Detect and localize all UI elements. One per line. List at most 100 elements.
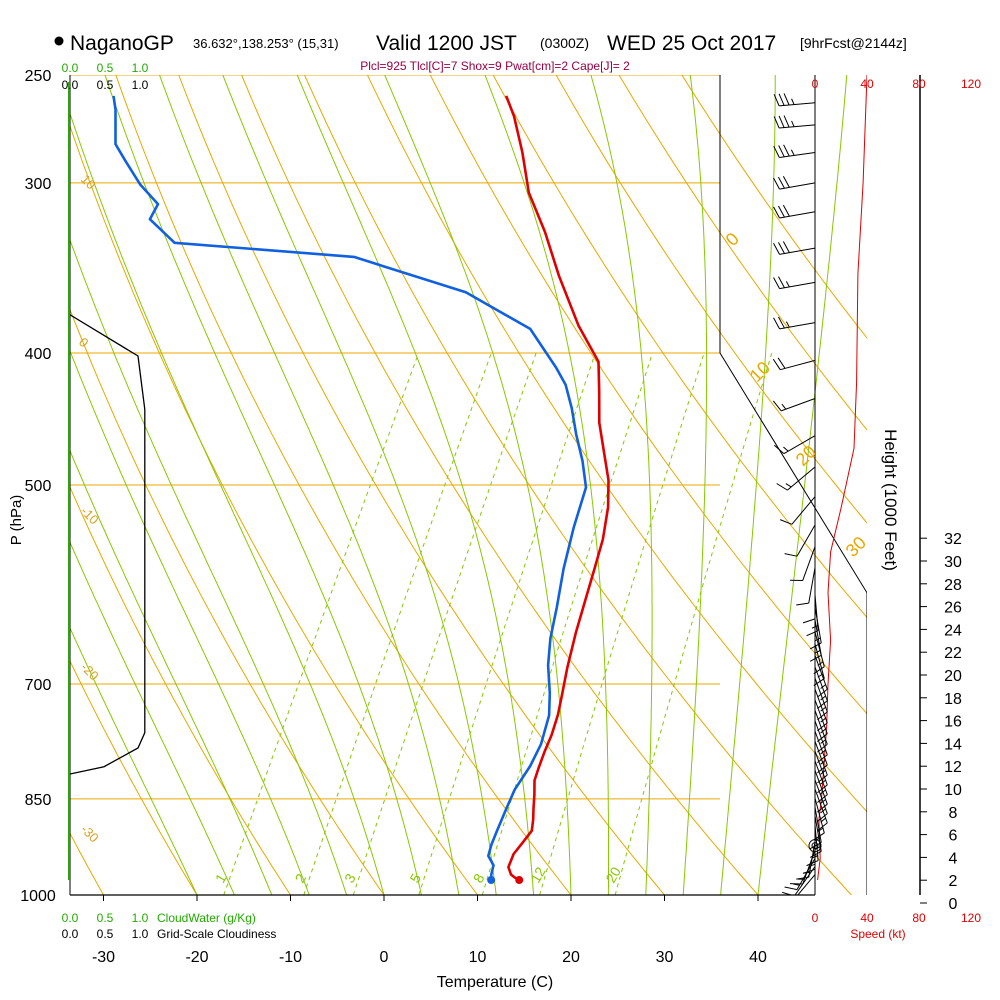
barb-half-flag — [785, 281, 790, 288]
dry-adiabat-line — [366, 75, 867, 813]
dry-adiabat-line — [241, 75, 759, 895]
barb-flag — [778, 93, 785, 106]
temperature-surface-point — [515, 876, 524, 885]
dry-adiabat-line — [70, 660, 198, 895]
barb-flag — [809, 654, 822, 662]
height-tick-label: 2 — [949, 873, 958, 890]
speed-tick-label: 0 — [812, 911, 819, 925]
barb-staff — [791, 496, 816, 525]
p-tick-label: 250 — [25, 68, 52, 85]
moist-adiabat-line — [757, 75, 848, 895]
barb-flag — [802, 868, 816, 874]
barb-half-flag — [785, 321, 790, 328]
barb-flag — [817, 688, 828, 698]
height-tick-label: 12 — [944, 759, 962, 776]
barb-half-flag — [820, 769, 826, 775]
cloud-tick-label: 0.5 — [97, 927, 114, 941]
barb-flag — [817, 711, 828, 721]
wind-barb — [814, 666, 828, 709]
barb-staff — [814, 788, 828, 824]
wind-speed-profile — [817, 75, 867, 881]
height-tick-label: 28 — [944, 577, 962, 594]
p-tick-label: 500 — [25, 478, 52, 495]
barb-staff — [808, 567, 816, 604]
x-tick-label: 10 — [469, 949, 487, 966]
barb-flag — [813, 678, 825, 686]
moist-adiabats — [70, 75, 848, 895]
barb-half-flag — [820, 749, 826, 755]
barb-flag — [783, 115, 790, 128]
dry-adiabat-line — [178, 75, 665, 895]
station-dot-icon — [54, 36, 64, 46]
p-tick-label: 850 — [25, 792, 52, 809]
mixing-ratio-line — [539, 352, 705, 895]
barb-flag — [817, 774, 828, 784]
barb-flag — [773, 206, 780, 219]
barb-half-flag — [808, 863, 816, 867]
height-tick-label: 6 — [949, 828, 958, 845]
barb-flag — [772, 400, 782, 412]
dewpoint-line — [112, 95, 588, 881]
barb-staff — [779, 124, 816, 129]
x-tick-label: -30 — [92, 949, 115, 966]
barb-half-flag — [811, 625, 818, 629]
dry-adiabat-line — [70, 124, 478, 895]
barb-staff — [814, 730, 828, 766]
x-tick-label: -20 — [185, 949, 208, 966]
barb-half-flag — [814, 649, 821, 654]
x-tick-label: 20 — [562, 949, 580, 966]
barb-flag — [817, 722, 828, 732]
x-tick-label: 40 — [749, 949, 767, 966]
moist-adiabat-line — [70, 112, 385, 895]
cloudiness-line — [70, 314, 146, 775]
height-tick-label: 26 — [944, 600, 962, 617]
barb-staff — [814, 619, 822, 656]
temperature-line — [504, 95, 610, 882]
barb-flag — [778, 242, 785, 254]
wind-barb — [814, 788, 828, 832]
barb-staff — [779, 182, 816, 190]
height-tick-label: 32 — [944, 531, 962, 548]
wind-barb — [813, 631, 825, 675]
x-tick-label: 0 — [380, 949, 389, 966]
height-tick-label: 0 — [949, 896, 958, 913]
cloud-tick-label: 0.5 — [97, 911, 114, 925]
height-tick-label: 8 — [949, 805, 958, 822]
cloudiness-profile — [70, 314, 146, 775]
barb-staff — [779, 211, 816, 219]
p-tick-label: 700 — [25, 677, 52, 694]
height-tick-label: 20 — [944, 668, 962, 685]
wind-barbs — [772, 93, 828, 895]
moist-adiabat-line — [720, 75, 776, 895]
moist-adiabat-line — [682, 75, 708, 895]
speed-tick-label: 40 — [860, 77, 874, 91]
barb-half-flag — [820, 728, 826, 734]
barb-flag — [782, 204, 790, 217]
station-name: NaganoGP — [70, 32, 174, 55]
barb-flag — [778, 276, 785, 289]
speed-tick-label: 0 — [812, 77, 819, 91]
barb-staff — [783, 435, 816, 455]
barb-staff — [794, 866, 816, 895]
height-tick-label: 16 — [944, 714, 962, 731]
wind-barb — [814, 760, 828, 803]
speed-tick-label: 120 — [961, 911, 981, 925]
barb-flag — [778, 145, 785, 158]
moist-adiabat-line — [70, 541, 235, 895]
barb-flag — [806, 630, 819, 637]
wind-barb — [814, 730, 828, 774]
moist-adiabat-line — [70, 238, 348, 895]
valid-time: Valid 1200 JST — [376, 32, 517, 55]
wind-barb — [773, 316, 816, 330]
wind-barb — [809, 619, 822, 662]
barb-half-flag — [820, 684, 826, 689]
height-tick-label: 30 — [944, 554, 962, 571]
dry-adiabat-line — [492, 75, 867, 619]
barb-half-flag — [817, 673, 824, 678]
cloud-tick-label: 1.0 — [132, 911, 149, 925]
barb-half-flag — [783, 446, 789, 452]
p-tick-label: 300 — [25, 176, 52, 193]
barb-flag — [773, 94, 780, 107]
barb-half-flag — [785, 483, 792, 488]
mixing-ratio-line — [223, 352, 420, 895]
